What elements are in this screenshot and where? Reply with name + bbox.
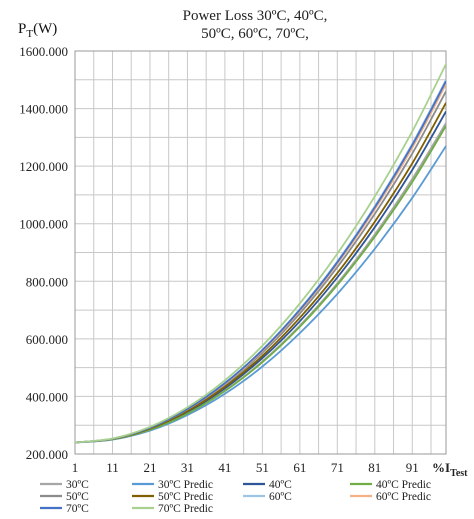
y-tick-label: 400.000 bbox=[26, 389, 68, 404]
legend: 30ºC 30ºC Predic 40ºC 40ºC Predic 50ºC 50ºC P… bbox=[40, 479, 431, 515]
x-tick-label: 11 bbox=[106, 460, 119, 475]
plot-frame bbox=[74, 50, 447, 455]
x-tick-label: 81 bbox=[368, 460, 381, 475]
y-axis-label-unit: (W) bbox=[33, 21, 57, 37]
x-tick-label: 71 bbox=[331, 460, 344, 475]
y-axis-label: PT(W) bbox=[18, 21, 57, 40]
y-tick-label: 800.000 bbox=[26, 274, 68, 289]
x-axis-label-main: %I bbox=[432, 460, 450, 475]
x-tick-label: 41 bbox=[218, 460, 231, 475]
y-tick-label: 600.000 bbox=[26, 332, 68, 347]
x-tick-label: 1 bbox=[72, 460, 79, 475]
legend-item-label: 50ºC Predic bbox=[158, 491, 213, 503]
y-tick-labels: 200.000 400.000 600.000 800.000 1000.000 1200… bbox=[19, 44, 68, 462]
x-tick-labels: 1 11 21 31 41 51 61 71 81 91 bbox=[72, 460, 419, 475]
chart-title-line2: 50ºC, 60ºC, 70ºC, bbox=[201, 26, 309, 42]
chart-title-line1: Power Loss 30ºC, 40ºC, bbox=[183, 8, 328, 24]
series-lines bbox=[75, 63, 446, 444]
x-tick-label: 61 bbox=[293, 460, 306, 475]
x-axis-label: %ITest bbox=[432, 460, 468, 479]
legend-item-label: 60ºC Predic bbox=[376, 491, 431, 503]
y-tick-label: 200.000 bbox=[26, 447, 68, 462]
series-line bbox=[75, 63, 446, 444]
legend-item-label: 40ºC Predic bbox=[376, 479, 431, 491]
y-tick-label: 1400.000 bbox=[19, 102, 68, 117]
legend-item-label: 70ºC Predic bbox=[158, 503, 213, 515]
x-tick-label: 51 bbox=[256, 460, 269, 475]
legend-item-label: 70ºC bbox=[66, 503, 89, 515]
x-axis-label-sub: Test bbox=[450, 468, 468, 479]
legend-item-label: 30ºC bbox=[66, 479, 89, 491]
legend-item-label: 30ºC Predic bbox=[158, 479, 213, 491]
x-tick-label: 91 bbox=[406, 460, 419, 475]
y-axis-label-main: P bbox=[18, 21, 26, 37]
y-tick-label: 1200.000 bbox=[19, 159, 68, 174]
y-tick-label: 1000.000 bbox=[19, 217, 68, 232]
y-tick-label: 1600.000 bbox=[19, 44, 68, 59]
x-tick-label: 31 bbox=[181, 460, 194, 475]
x-tick-label: 21 bbox=[143, 460, 156, 475]
legend-item-label: 40ºC bbox=[269, 479, 292, 491]
legend-item-label: 60ºC bbox=[269, 491, 292, 503]
legend-item-label: 50ºC bbox=[66, 491, 89, 503]
y-axis-label-sub: T bbox=[26, 28, 33, 40]
